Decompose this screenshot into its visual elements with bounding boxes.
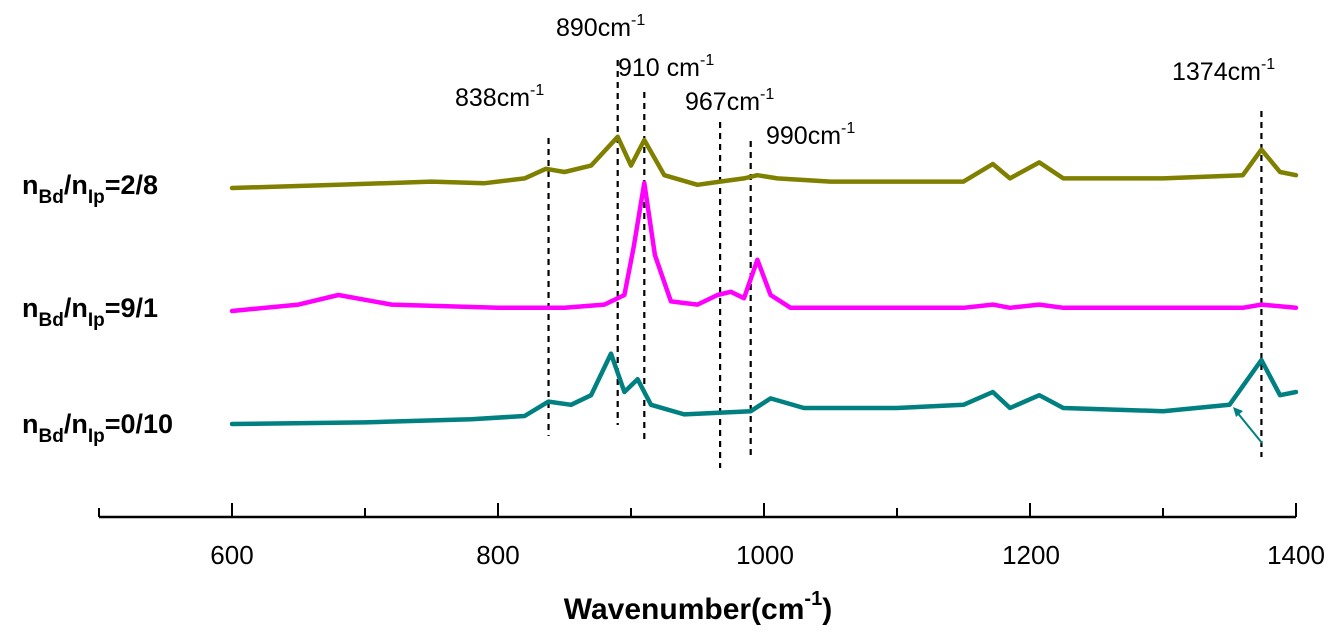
- series-line-1: [229, 180, 1299, 314]
- series-lines: [229, 134, 1299, 427]
- arrow-annotation: [1233, 407, 1263, 444]
- series-line-0: [229, 134, 1299, 191]
- x-axis: [98, 503, 1297, 519]
- series-line-2: [229, 351, 1299, 427]
- arrow-shaft: [1235, 410, 1263, 444]
- arrow-head: [1233, 407, 1243, 417]
